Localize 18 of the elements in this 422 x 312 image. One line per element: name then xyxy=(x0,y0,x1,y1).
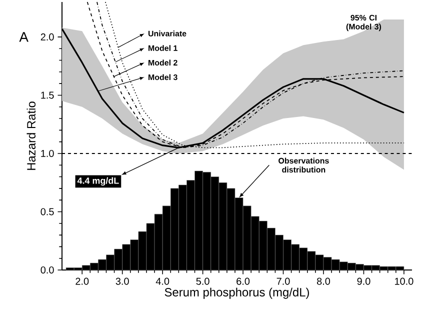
text: A xyxy=(19,32,28,42)
y-tick-label: 1.5 xyxy=(41,92,54,99)
x-tick-label: 10.0 xyxy=(395,278,414,285)
y-tick-label: 0.0 xyxy=(40,266,54,274)
x-axis-title: Serum phosphorus (mg/dL) xyxy=(164,288,309,299)
x-tick-label: 7.0 xyxy=(276,278,290,285)
y-tick-label: 0.5 xyxy=(40,208,54,216)
x-tick-label: 9.0 xyxy=(357,278,370,285)
y-tick-label: 2.0 xyxy=(40,33,54,40)
x-tick-label: 4.0 xyxy=(156,278,170,285)
x-tick-label: 8.0 xyxy=(317,278,330,285)
x-tick-label: 5.0 xyxy=(196,278,210,285)
x-tick-label: 6.0 xyxy=(236,278,250,285)
x-tick-label: 2.0 xyxy=(76,278,89,285)
x-tick-label: 3.0 xyxy=(116,278,129,285)
y-tick-label: 1.0 xyxy=(41,150,54,157)
annotation: 4.4 mg/dL xyxy=(77,177,119,186)
y-axis-title: Hazard Ratio xyxy=(26,102,36,170)
